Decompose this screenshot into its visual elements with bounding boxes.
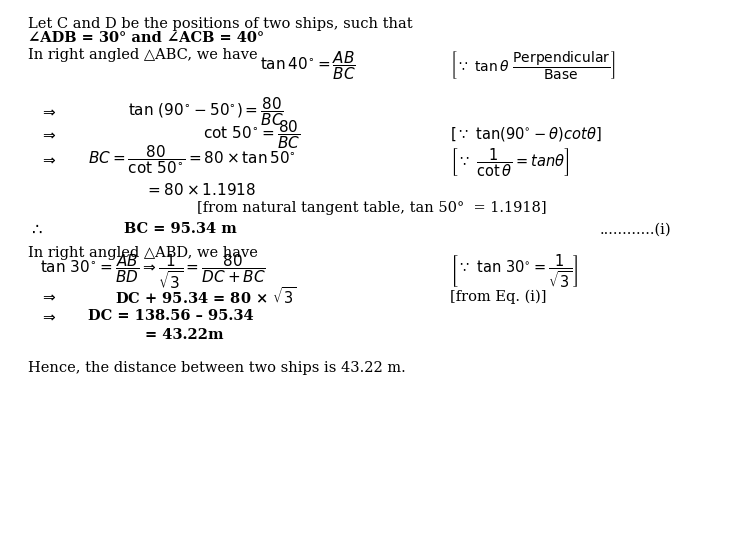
Text: Hence, the distance between two ships is 43.22 m.: Hence, the distance between two ships is… [28,361,406,375]
Text: Let C and D be the positions of two ships, such that: Let C and D be the positions of two ship… [28,17,412,31]
Text: $\left[\because\ \tan\,30^{\circ} = \dfrac{1}{\sqrt{3}}\right]$: $\left[\because\ \tan\,30^{\circ} = \dfr… [450,253,577,291]
Text: $\Rightarrow$: $\Rightarrow$ [40,309,57,324]
Text: $\left[\because\ \tan\theta\ \dfrac{\mathrm{Perpendicular}}{\mathrm{Base}}\right: $\left[\because\ \tan\theta\ \dfrac{\mat… [450,50,615,82]
Text: = 43.22m: = 43.22m [145,328,223,342]
Text: $[\because\ \tan(90^{\circ} - \theta)\mathit{cot}\theta]$: $[\because\ \tan(90^{\circ} - \theta)\ma… [450,125,601,143]
Text: $\Rightarrow$: $\Rightarrow$ [40,127,57,141]
Text: $BC = \dfrac{80}{\cot\,50^{\circ}} = 80 \times \tan50^{\circ}$: $BC = \dfrac{80}{\cot\,50^{\circ}} = 80 … [88,143,295,176]
Text: $\Rightarrow$: $\Rightarrow$ [40,153,57,167]
Text: DC + 95.34 = 80 × $\sqrt{3}$: DC + 95.34 = 80 × $\sqrt{3}$ [115,286,297,307]
Text: $\tan 40^{\circ} = \dfrac{AB}{BC}$: $\tan 40^{\circ} = \dfrac{AB}{BC}$ [260,50,355,82]
Text: $\tan\,(90^{\circ} - 50^{\circ}) = \dfrac{80}{BC}$: $\tan\,(90^{\circ} - 50^{\circ}) = \dfra… [128,96,284,128]
Text: $\Rightarrow$: $\Rightarrow$ [40,105,57,119]
Text: $\tan\,30^{\circ} = \dfrac{AB}{BD} \Rightarrow \dfrac{1}{\sqrt{3}} = \dfrac{80}{: $\tan\,30^{\circ} = \dfrac{AB}{BD} \Righ… [40,252,266,291]
Text: $\therefore$: $\therefore$ [28,221,42,238]
Text: [from Eq. (i)]: [from Eq. (i)] [450,289,546,304]
Text: BC = 95.34 m: BC = 95.34 m [124,222,237,236]
Text: [from natural tangent table, tan 50°  = 1.1918]: [from natural tangent table, tan 50° = 1… [197,201,547,215]
Text: $\left[\because\ \dfrac{1}{\cot\theta} = \mathit{tan}\theta\right]$: $\left[\because\ \dfrac{1}{\cot\theta} =… [450,146,569,179]
Text: DC = 138.56 – 95.34: DC = 138.56 – 95.34 [88,309,254,324]
Text: In right angled △ABC, we have: In right angled △ABC, we have [28,48,257,62]
Text: $\Rightarrow$: $\Rightarrow$ [40,289,57,304]
Text: $\cot\,50^{\circ} = \dfrac{80}{BC}$: $\cot\,50^{\circ} = \dfrac{80}{BC}$ [203,118,300,150]
Text: ∠ADB = 30° and ∠ACB = 40°: ∠ADB = 30° and ∠ACB = 40° [28,31,264,45]
Text: In right angled △ABD, we have: In right angled △ABD, we have [28,246,257,260]
Text: $= 80 \times 1.1918$: $= 80 \times 1.1918$ [145,182,256,199]
Text: ............(i): ............(i) [599,222,671,236]
